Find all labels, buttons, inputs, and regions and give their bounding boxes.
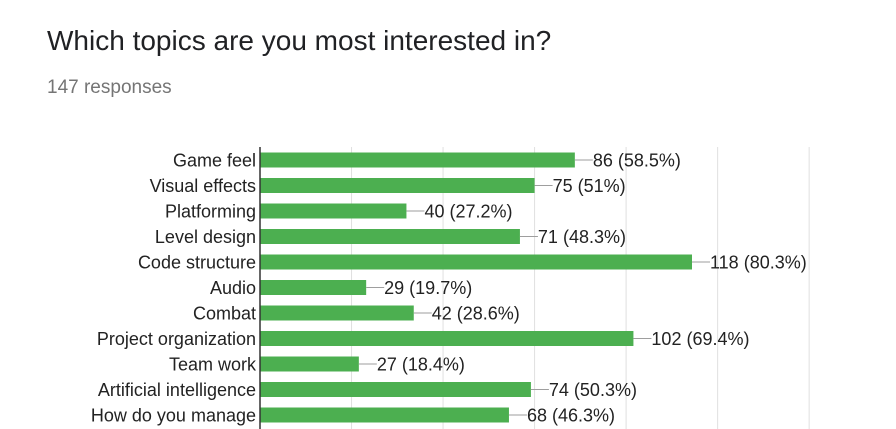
category-label: Team work	[169, 355, 257, 375]
data-label: 68 (46.3%)	[527, 406, 615, 426]
category-label: Project organization	[97, 329, 256, 349]
data-label: 71 (48.3%)	[538, 227, 626, 247]
bar	[260, 203, 407, 219]
data-label: 102 (69.4%)	[651, 329, 749, 349]
bar	[260, 407, 509, 423]
bar	[260, 254, 692, 270]
category-label: Platforming	[165, 202, 256, 222]
category-label: Level design	[155, 227, 256, 247]
category-labels: Game feel Visual effects Platforming Level …	[91, 151, 257, 426]
data-label: 118 (80.3%)	[710, 253, 807, 273]
data-label: 27 (18.4%)	[377, 355, 465, 375]
category-label: How do you manage	[91, 406, 256, 426]
category-label: Visual effects	[150, 176, 256, 196]
bars	[260, 152, 692, 423]
category-label: Code structure	[138, 253, 256, 273]
data-label: 75 (51%)	[553, 176, 626, 196]
data-labels: 86 (58.5%) 75 (51%) 40 (27.2%) 71 (48.3%) 11…	[358, 151, 807, 426]
bar	[260, 305, 414, 321]
data-label: 40 (27.2%)	[424, 202, 512, 222]
data-label: 42 (28.6%)	[432, 304, 520, 324]
bar	[260, 229, 520, 244]
category-label: Artificial intelligence	[98, 380, 256, 400]
bar	[260, 331, 634, 346]
data-label: 74 (50.3%)	[549, 380, 637, 400]
category-label: Audio	[210, 278, 256, 298]
category-label: Combat	[193, 304, 256, 324]
bar	[260, 280, 367, 295]
bar	[260, 382, 531, 397]
category-label: Game feel	[173, 151, 256, 171]
response-count: 147 responses	[47, 77, 172, 98]
bar	[260, 178, 535, 193]
bar	[260, 152, 575, 168]
data-label: 86 (58.5%)	[593, 151, 681, 171]
data-label: 29 (19.7%)	[384, 278, 472, 298]
bar	[260, 356, 359, 372]
chart-title: Which topics are you most interested in?	[47, 25, 552, 56]
